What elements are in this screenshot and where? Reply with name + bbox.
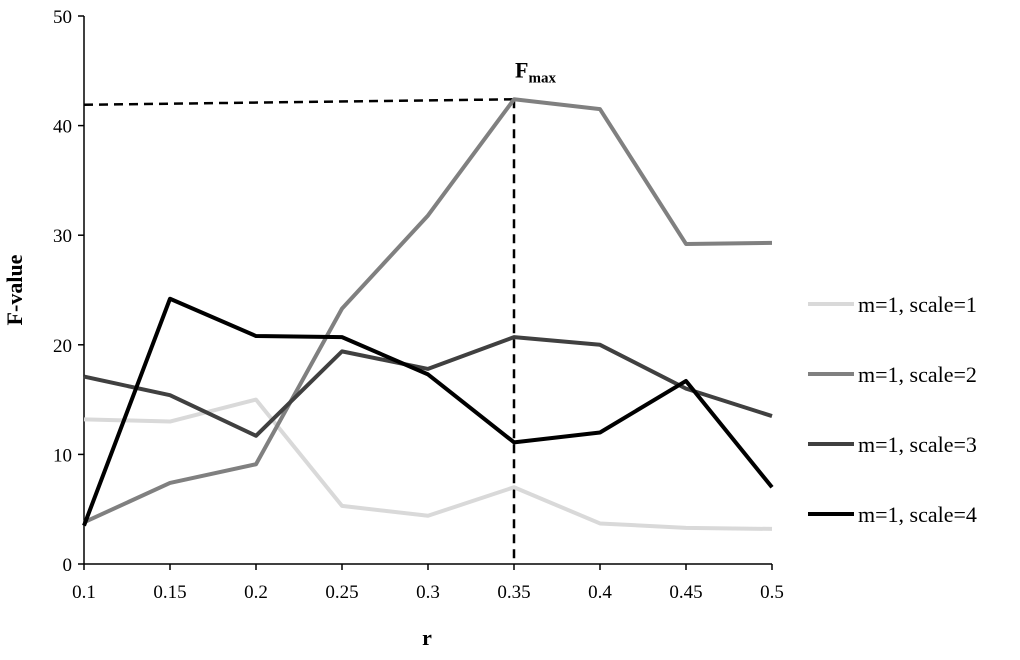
series-line-2 [83, 97, 773, 525]
fmax-horizontal-guide [83, 98, 515, 107]
legend-label-1: m=1, scale=1 [858, 292, 977, 317]
x-tick-label: 0.1 [72, 582, 96, 603]
legend-label-2: m=1, scale=2 [858, 362, 977, 387]
x-tick-label: 0.35 [497, 582, 530, 603]
y-axis-title: F-value [2, 254, 27, 325]
y-tick-label: 10 [53, 445, 72, 466]
fmax-subscript: max [528, 70, 556, 86]
y-tick-label: 30 [53, 226, 72, 247]
x-axis-title: r [422, 625, 432, 650]
y-tick-label: 20 [53, 336, 72, 357]
series-line-1 [83, 397, 773, 531]
x-tick-label: 0.15 [153, 582, 186, 603]
legend-label-3: m=1, scale=3 [858, 432, 977, 457]
x-tick-label: 0.45 [669, 582, 702, 603]
x-tick-label: 0.2 [244, 582, 268, 603]
y-tick-label: 50 [53, 7, 72, 28]
y-tick-label: 0 [63, 555, 73, 576]
series-lines [82, 97, 774, 531]
series-line-4 [82, 296, 774, 527]
fmax-label: Fmax [515, 57, 556, 86]
x-tick-label: 0.3 [416, 582, 440, 603]
legend: m=1, scale=1 m=1, scale=2 m=1, scale=3 m=1,… [808, 292, 977, 527]
series-line-3 [83, 335, 773, 438]
x-tick-label: 0.4 [588, 582, 612, 603]
axes: 0 10 20 30 40 50 0.1 0.15 0.2 0.25 0.3 0.35 0.4 0.45 0… [53, 7, 784, 603]
legend-label-4: m=1, scale=4 [858, 502, 977, 527]
x-tick-label: 0.5 [760, 582, 784, 603]
x-tick-label: 0.25 [325, 582, 358, 603]
y-tick-label: 40 [53, 117, 72, 138]
